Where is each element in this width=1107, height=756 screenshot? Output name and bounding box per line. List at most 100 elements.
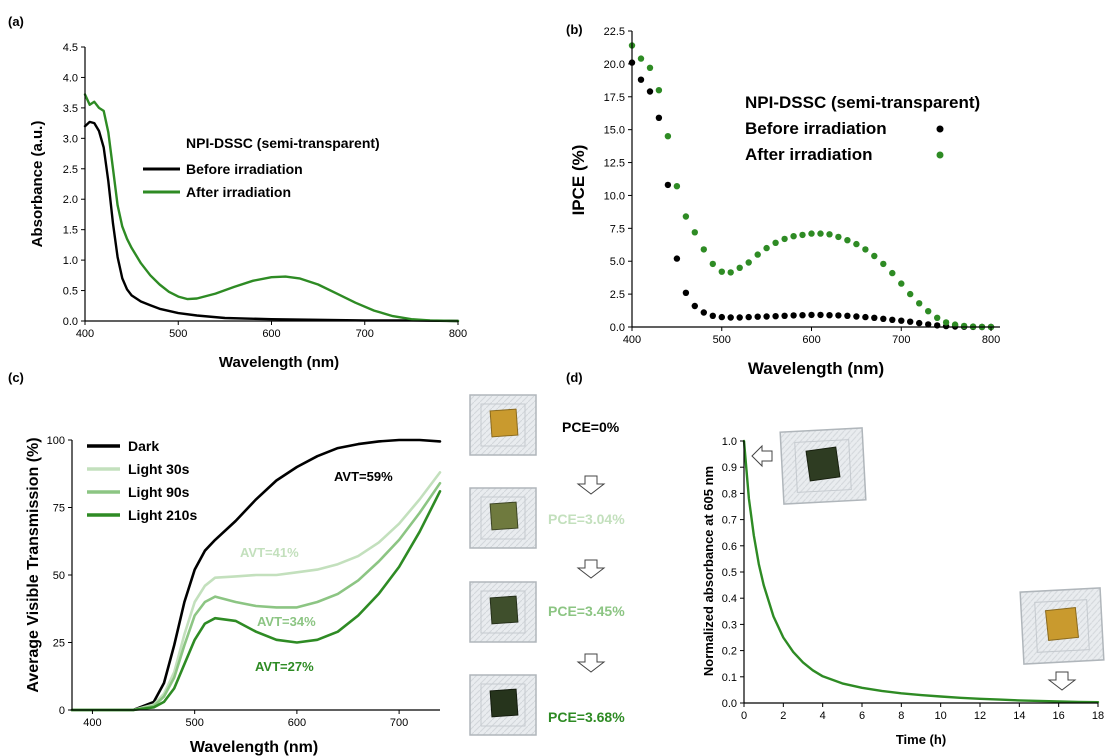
legend-entry-c-dark: Dark [128,438,159,454]
y-tick-label-d-8: 0.8 [722,488,737,500]
plot-area-b: 400 500 600 700 800 0.0 2.5 5.0 7.5 10.0 12.5 15.0 1… [604,26,1001,346]
data-point-b-s1-21 [817,230,824,237]
y-tick-label-d-1: 0.1 [722,672,737,684]
data-point-b-s0-20 [808,311,815,319]
plot-area-d: 0 2 4 6 8 10 12 14 16 18 0.0 0.1 0.2 0.3 0.4 0.5 0.6 0.7 0… [722,436,1104,722]
x-tick-label-c-0: 400 [83,717,101,729]
data-point-b-s0-30 [898,317,905,324]
data-point-b-s0-29 [889,316,896,323]
data-point-b-s0-14 [754,313,761,320]
panel-d: (d) 0 2 4 6 8 10 12 14 16 18 0.0 0.1 0.2 0.3 0.4 0.5 0.6… [566,370,1105,747]
device-photo-green [779,427,867,505]
pce-label-90s: PCE=3.45% [548,603,625,619]
data-point-b-s1-28 [880,260,887,268]
legend-entry-c-90s: Light 90s [128,484,190,500]
data-point-b-s0-3 [655,114,663,122]
avt-annotation-210s: AVT=27% [255,659,314,674]
data-point-b-s0-25 [853,313,860,320]
data-point-b-s1-12 [736,264,743,271]
panel-b: (b) 400 500 600 700 800 0.0 2.5 5.0 7.5 10.0 12.5 1… [566,22,1000,378]
data-point-b-s0-8 [700,309,707,316]
y-tick-label-b-7: 17.5 [604,92,625,104]
data-point-b-s1-13 [745,259,752,266]
y-tick-label-c-3: 75 [53,503,65,515]
y-tick-label-d-10: 1.0 [722,436,737,448]
data-point-b-s0-19 [799,312,806,319]
x-tick-label-d-7: 14 [1013,710,1025,722]
y-tick-label-a-7: 3.5 [63,103,78,115]
avt-annotation-dark: AVT=59% [334,469,393,484]
legend-title-a: NPI-DSSC (semi-transparent) [186,135,380,151]
legend-entry-a-after: After irradiation [186,184,291,200]
panel-label-c: (c) [8,370,24,385]
y-tick-label-c-2: 50 [53,570,65,582]
y-tick-label-a-5: 2.5 [63,164,78,176]
avt-annotation-30s: AVT=41% [240,545,299,560]
down-arrow-icon [576,475,606,495]
data-point-b-s1-20 [808,230,815,237]
data-point-b-s1-24 [844,237,851,244]
device-photo-30s [469,487,537,549]
y-tick-label-d-2: 0.2 [722,646,737,658]
y-tick-label-b-5: 12.5 [604,158,625,170]
data-point-b-s1-5 [673,183,681,190]
data-point-b-s1-29 [889,269,896,277]
x-tick-label-d-3: 6 [859,710,865,722]
data-point-b-s1-8 [700,246,707,253]
x-tick-label-d-9: 18 [1092,710,1104,722]
y-tick-label-d-0: 0.0 [722,698,737,710]
data-point-b-s0-23 [835,312,842,319]
x-tick-label-d-0: 0 [741,710,747,722]
data-point-b-s0-13 [745,313,752,321]
x-tick-label-a-2: 600 [262,328,280,340]
data-point-b-s0-32 [916,319,923,327]
pce-label-210s: PCE=3.68% [548,709,625,725]
avt-annotation-90s: AVT=34% [257,614,316,629]
data-point-b-s1-32 [916,300,923,307]
y-axis-label-c: Average Visible Transmission (%) [25,437,42,692]
legend-c: Dark Light 30s Light 90s Light 210s [87,438,197,523]
data-point-b-s0-9 [709,312,716,319]
y-tick-label-b-8: 20.0 [604,59,625,71]
x-axis-label-a: Wavelength (nm) [219,354,339,371]
series-line-c-1 [70,471,442,712]
y-axis-label-b: IPCE (%) [569,145,588,216]
device-photo-210s [469,674,537,736]
legend-entry-a-before: Before irradiation [186,161,303,177]
y-axis-label-d: Normalized absorbance at 605 nm [701,466,716,676]
x-tick-label-a-1: 500 [169,328,187,340]
data-point-b-s1-17 [781,235,788,243]
y-tick-label-d-6: 0.6 [722,541,737,553]
pce-label-dark: PCE=0% [562,419,620,435]
data-point-b-s1-6 [682,213,690,220]
y-tick-label-b-1: 2.5 [610,289,625,301]
data-point-b-s0-15 [763,313,770,320]
x-tick-label-b-1: 500 [713,334,731,346]
x-tick-label-b-0: 400 [623,334,641,346]
y-tick-label-d-5: 0.5 [722,567,737,579]
data-point-b-s0-27 [871,314,878,321]
y-tick-label-c-1: 25 [53,638,65,650]
data-point-b-s0-22 [826,312,833,319]
data-point-b-s1-14 [754,251,761,258]
legend-entry-b-before: Before irradiation [745,119,887,138]
y-tick-label-a-3: 1.5 [63,225,78,237]
data-point-b-s1-1 [637,55,645,62]
data-point-b-s0-2 [646,88,654,95]
y-axis-label-a: Absorbance (a.u.) [29,121,46,248]
pce-progression: PCE=0% PCE=3.04% PCE=3.45% PCE=3.68% [469,394,625,736]
y-tick-label-b-2: 5.0 [610,256,625,268]
series-line-c-3 [70,490,442,712]
device-photo-yellow [1019,587,1105,665]
data-point-b-s1-7 [691,229,698,236]
panel-c: (c) 400 500 600 700 0 25 50 75 100 Wavelength (n… [8,370,442,756]
device-photo-dark [469,394,537,456]
left-arrow-icon [751,444,773,468]
y-tick-label-b-6: 15.0 [604,125,625,137]
data-point-b-s1-4 [664,133,672,140]
y-tick-label-d-4: 0.4 [722,593,737,605]
series-line-c-2 [70,481,442,712]
data-point-b-s0-16 [772,313,779,320]
panel-label-d: (d) [566,370,583,385]
legend-entry-c-210s: Light 210s [128,507,197,523]
